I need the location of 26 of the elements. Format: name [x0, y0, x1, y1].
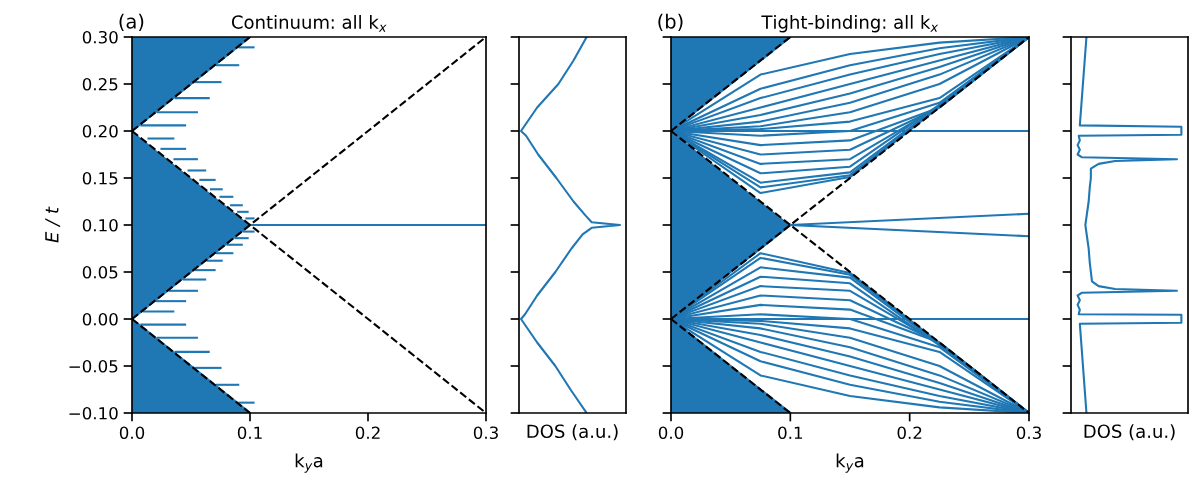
y-tick-label: 0.25	[82, 77, 118, 91]
text: (b)	[658, 13, 683, 32]
x-tick-label: 0.2	[355, 426, 380, 440]
y-tick-label: 0.00	[82, 312, 118, 326]
chart-title: Tight-binding: all k$_{x}$	[761, 14, 939, 33]
x-tick-label: 0.1	[778, 426, 803, 440]
x-tick-label: 0.3	[1016, 426, 1041, 440]
x-axis-title: DOS (a.u.)	[527, 424, 618, 441]
x-axis-title: DOS (a.u.)	[1084, 424, 1175, 441]
text: (a)	[119, 13, 144, 32]
x-tick-label: 0.3	[473, 426, 498, 440]
y-tick-label: −0.05	[69, 359, 118, 373]
x-tick-label: 0.0	[658, 426, 684, 440]
x-tick-label: 0.0	[119, 426, 145, 440]
y-tick-label: 0.05	[82, 265, 118, 279]
y-tick-label: 0.20	[82, 124, 118, 138]
x-axis-title: k$_{y}$a	[295, 453, 323, 473]
y-tick-label: 0.15	[82, 171, 118, 185]
y-tick-label: 0.30	[82, 30, 118, 44]
x-tick-label: 0.1	[237, 426, 262, 440]
x-axis-title: k$_{y}$a	[836, 453, 864, 473]
y-tick-label: 0.10	[82, 218, 118, 232]
y-axis-title: E / t	[45, 206, 61, 243]
y-tick-label: −0.10	[69, 406, 118, 420]
chart-title: Continuum: all k$_{x}$	[231, 14, 387, 32]
x-tick-label: 0.2	[897, 426, 922, 440]
